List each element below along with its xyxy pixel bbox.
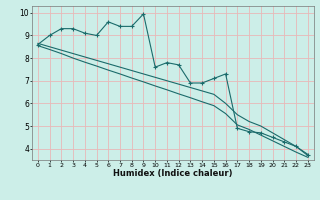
X-axis label: Humidex (Indice chaleur): Humidex (Indice chaleur) (113, 169, 233, 178)
